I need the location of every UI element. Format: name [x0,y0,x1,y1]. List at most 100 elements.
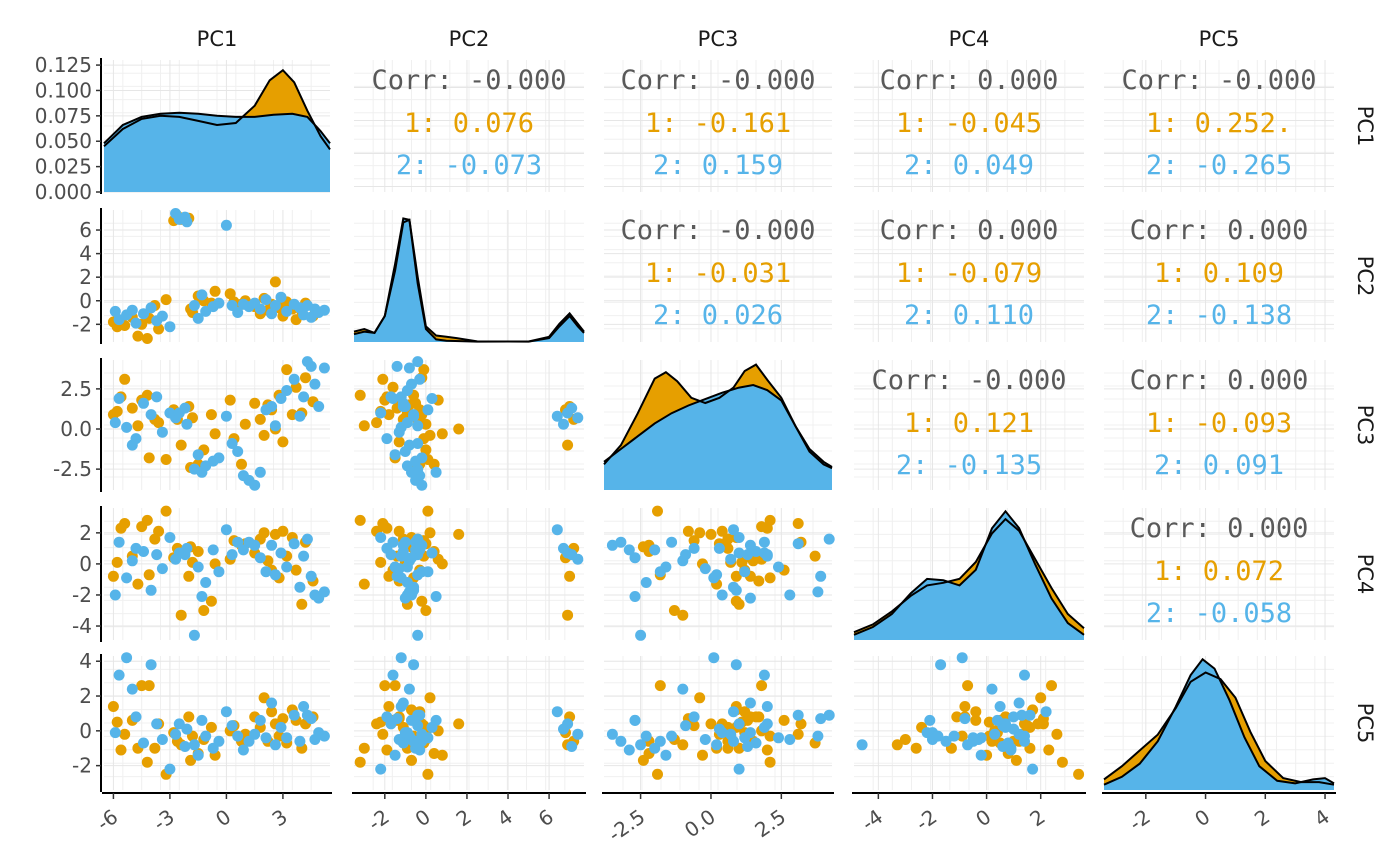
scatter-point-group-2 [739,566,751,578]
y-tick-label: -2.5 [53,457,92,481]
scatter-point-group-2 [921,727,933,739]
y-tick-label: 0.100 [35,78,92,102]
corr-group-1: 1: 0.252. [1146,108,1292,139]
y-tick-label: -2 [72,754,92,778]
scatter-point-group-2 [728,581,739,593]
scatter-point-group-1 [1056,756,1068,768]
column-strip-pc2: PC2 [449,27,490,51]
scatter-point-group-1 [143,452,155,464]
scatter-point-group-2 [758,721,770,733]
scatter-point-group-2 [773,732,784,744]
scatter-point-group-1 [756,680,768,692]
scatter-point-group-2 [623,544,635,556]
scatter-point-group-2 [975,749,987,761]
scatter-point-group-1 [956,730,968,742]
scatter-point-group-2 [237,544,249,556]
scatter-point-group-2 [399,446,411,457]
scatter-point-group-2 [430,591,442,602]
scatter-point-group-1 [564,570,576,582]
scatter-point-group-2 [391,360,403,372]
scatter-point-group-2 [566,402,578,414]
scatter-point-group-2 [412,438,424,449]
scatter-point-group-2 [758,536,770,548]
scatter-point-group-2 [403,362,415,374]
scatter-point-group-1 [652,768,663,780]
corr-group-2: 2: 0.159 [653,150,783,181]
y-tick-label: -4 [72,614,92,638]
scatter-point-group-2 [145,659,157,671]
scatter-point-group-2 [269,739,281,751]
scatter-point-group-1 [1073,768,1085,780]
scatter-point-group-2 [733,547,745,559]
scatter-point-group-1 [354,389,366,401]
scatter-point-group-2 [725,553,737,565]
scatter-point-group-1 [654,680,666,692]
scatter-point-group-1 [962,680,974,692]
scatter-point-group-1 [266,706,278,718]
scatter-point-group-2 [815,570,827,582]
scatter-point-group-2 [151,549,163,561]
scatter-pc4-vs-pc2 [354,505,584,641]
corr-group-2: 2: -0.073 [396,150,542,181]
scatter-point-group-2 [412,533,424,545]
scatter-point-group-2 [551,524,563,536]
scatter-point-group-2 [713,542,725,554]
scatter-point-group-1 [453,528,465,540]
scatter-point-group-2 [403,683,415,695]
scatter-point-group-2 [375,532,387,543]
scatter-point-group-1 [970,714,982,726]
scatter-point-group-1 [697,749,708,761]
scatter-point-group-2 [318,730,330,742]
scatter-point-group-2 [975,732,987,744]
corr-group-1: 1: -0.093 [1146,408,1292,439]
scatter-pc2-vs-pc1 [107,208,330,344]
corr-group-2: 2: -0.058 [1146,598,1292,629]
scatter-point-group-1 [160,505,172,517]
scatter-point-group-1 [677,609,689,621]
scatter-point-group-1 [756,521,768,533]
scatter-point-group-2 [422,732,434,744]
scatter-point-group-1 [141,514,153,526]
scatter-point-group-2 [196,289,208,301]
scatter-point-group-2 [200,730,212,742]
x-axis-pc5: -2 0 2 4 [1102,792,1336,836]
y-tick-label: 4 [79,242,92,266]
scatter-point-group-1 [290,564,302,576]
corr-group-2: 2: 0.110 [904,300,1034,331]
scatter-point-group-2 [728,735,739,747]
scatter-point-group-2 [733,532,745,543]
scatter-point-group-1 [149,742,161,754]
scatter-point-group-2 [266,697,278,709]
scatter-point-group-2 [318,586,330,598]
panel-pc3-pc2 [354,360,584,490]
scatter-point-group-2 [281,732,293,744]
scatter-point-group-1 [899,734,911,745]
scatter-point-group-1 [1046,680,1057,692]
scatter-point-group-2 [403,730,415,742]
scatter-point-group-2 [275,547,287,559]
scatter-point-group-1 [562,609,574,621]
scatter-point-group-2 [812,586,824,598]
scatter-point-group-2 [305,570,317,582]
scatter-point-group-2 [994,701,1006,712]
x-axis-pc2: -2 0 2 4 6 [352,792,586,836]
scatter-point-group-2 [784,589,796,601]
scatter-pc3-vs-pc2 [354,356,584,491]
scatter-point-group-1 [354,514,366,526]
x-axis-pc4: -4 -2 0 2 [852,792,1086,836]
scatter-point-group-1 [160,294,172,306]
scatter-point-group-2 [416,452,428,464]
scatter-point-group-2 [213,297,225,309]
corr-overall: Corr: -0.000 [1121,65,1316,96]
corr-cell-pc3-pc4: Corr: -0.000 1: 0.121 2: -0.135 [871,365,1066,481]
x-tick-label: -6 [92,804,122,835]
scatter-point-group-1 [764,514,776,526]
scatter-point-group-2 [823,709,835,721]
density-line-group-2 [1103,657,1335,786]
scatter-point-group-2 [615,735,627,747]
scatter-point-group-1 [764,572,776,584]
scatter-pc5-vs-pc2 [354,652,584,780]
scatter-point-group-1 [753,711,765,723]
y-tick-label: 0.075 [35,104,92,128]
